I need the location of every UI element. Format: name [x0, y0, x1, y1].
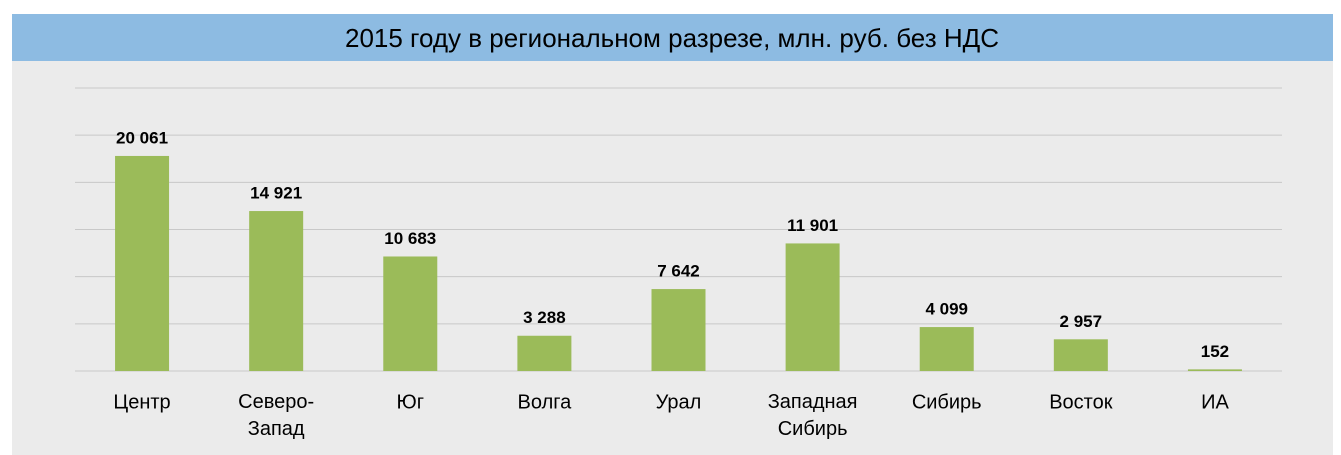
- chart-background: [12, 14, 1333, 455]
- x-tick-label: Восток: [1049, 391, 1113, 413]
- bar: [651, 289, 706, 371]
- x-tick-label: Волга: [518, 391, 573, 413]
- bar: [1053, 339, 1108, 371]
- chart-title: 2015 году в региональном разрезе, млн. р…: [345, 23, 999, 53]
- x-tick-label: ИА: [1201, 391, 1229, 413]
- bar: [1187, 369, 1242, 371]
- x-tick-label: Северо-Запад: [238, 391, 314, 440]
- bar: [785, 243, 840, 371]
- data-label: 4 099: [925, 300, 968, 319]
- title-bar: [12, 14, 1333, 61]
- data-label: 11 901: [787, 216, 838, 235]
- x-tick-label: Сибирь: [912, 391, 982, 413]
- bar: [115, 155, 170, 371]
- x-tick-label: Центр: [113, 391, 170, 413]
- bar: [517, 335, 572, 371]
- data-label: 2 957: [1060, 312, 1103, 331]
- data-label: 10 683: [384, 229, 436, 248]
- data-label: 20 061: [116, 128, 168, 147]
- x-tick-label: Урал: [656, 391, 702, 413]
- bar: [919, 327, 974, 371]
- bar: [249, 211, 304, 371]
- x-tick-label: Западная Сибирь: [768, 391, 858, 440]
- data-label: 152: [1201, 342, 1229, 361]
- bar: [383, 256, 438, 371]
- data-label: 14 921: [250, 184, 302, 203]
- data-label: 7 642: [657, 262, 700, 281]
- data-label: 3 288: [523, 308, 566, 327]
- x-tick-label: Юг: [397, 391, 425, 413]
